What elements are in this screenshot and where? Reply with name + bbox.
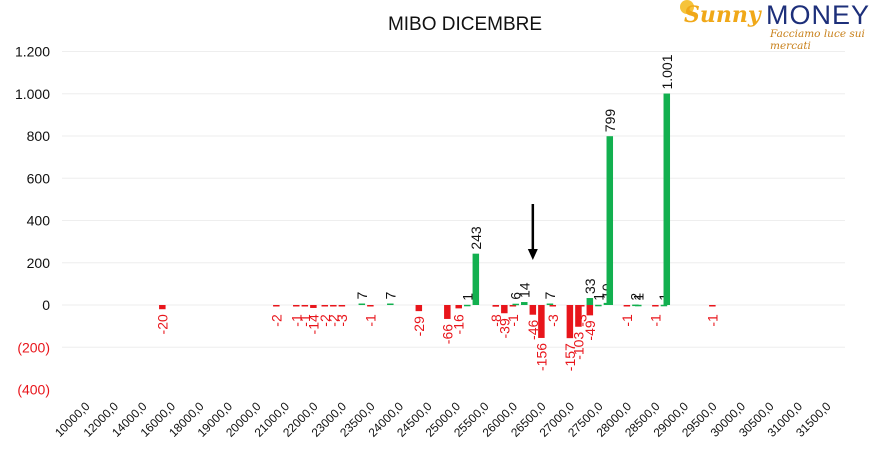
bar-negative [501, 305, 508, 314]
data-label: 7 [542, 292, 558, 300]
y-tick-label: 0 [42, 297, 50, 313]
bar-negative [338, 305, 346, 307]
y-tick-label: (400) [17, 382, 50, 398]
bar-negative [566, 305, 574, 339]
data-label: 1 [459, 293, 475, 301]
data-label: -1 [647, 314, 663, 327]
data-label: 1.001 [659, 54, 675, 89]
y-tick-label: 200 [27, 255, 51, 271]
data-label: -2 [317, 314, 333, 327]
bar-negative [330, 305, 337, 307]
data-label: -156 [533, 343, 549, 371]
bar-negative [586, 305, 594, 316]
data-label: -29 [411, 316, 427, 336]
data-label: -3 [334, 314, 350, 327]
logo-brand: Sunny [684, 2, 761, 28]
bar-negative [492, 305, 500, 307]
y-tick-label: (200) [17, 339, 50, 355]
y-tick-label: 800 [27, 128, 51, 144]
bar-negative [301, 305, 309, 307]
bar-positive [660, 304, 668, 307]
bar-negative [529, 305, 537, 315]
data-label: -49 [582, 320, 598, 340]
data-label: -103 [570, 332, 586, 360]
data-label: 33 [582, 278, 598, 294]
data-label: 6 [508, 292, 524, 300]
data-label: -20 [154, 314, 170, 334]
bar-positive [472, 253, 480, 305]
bar-negative [623, 305, 631, 307]
logo-tagline: Facciamo luce sui mercati [770, 28, 865, 52]
data-label: 799 [602, 109, 618, 133]
y-tick-label: 1.000 [15, 86, 50, 102]
y-tick-label: 1.200 [15, 44, 50, 60]
bar-negative [578, 305, 585, 307]
data-label: 7 [382, 292, 398, 300]
data-label: -1 [619, 314, 635, 327]
sun-icon [680, 0, 694, 14]
annotation-arrow-head [527, 249, 538, 260]
bar-negative [509, 305, 517, 307]
bar-positive [546, 303, 554, 306]
data-label: -1 [505, 314, 521, 327]
data-label: -3 [545, 314, 561, 327]
chart-title: MIBO DICEMBRE [387, 14, 543, 35]
data-label: -46 [525, 320, 541, 340]
bar-positive [606, 136, 614, 305]
bar-negative [273, 305, 280, 307]
data-label: -3 [573, 314, 589, 327]
data-label: -157 [562, 343, 578, 371]
bar-positive [387, 303, 394, 306]
data-label: -2 [268, 314, 284, 327]
data-label: 2 [627, 293, 643, 301]
data-label: -1 [297, 314, 313, 327]
bar-negative [159, 305, 166, 310]
bar-negative [367, 305, 374, 307]
bar-positive [595, 304, 602, 307]
bar-negative [415, 305, 423, 312]
data-label: -1 [362, 314, 378, 327]
data-label: 1 [590, 293, 606, 301]
sunny-money-logo: Sunny MONEY Facciamo luce sui mercati [680, 0, 885, 52]
data-label: -1 [704, 314, 720, 327]
data-label: 7 [354, 292, 370, 300]
data-label: 243 [468, 226, 484, 250]
data-label: -66 [439, 324, 455, 344]
bar-negative [444, 305, 451, 319]
data-label: -1 [288, 314, 304, 327]
bar-positive [521, 302, 528, 305]
data-label: -8 [488, 314, 504, 327]
data-label: 14 [516, 282, 532, 298]
bar-negative [709, 305, 716, 307]
bar-negative [321, 305, 329, 307]
bar-negative [455, 305, 462, 309]
bar-negative [549, 305, 557, 307]
bar-negative [538, 305, 545, 338]
bar-positive [586, 298, 594, 305]
y-tick-label: 600 [27, 170, 51, 186]
data-label: -16 [451, 314, 467, 334]
data-label: -2 [325, 314, 341, 327]
bar-negative [652, 305, 659, 307]
bar-negative [293, 305, 300, 307]
data-label: 1 [630, 293, 646, 301]
bar-positive [512, 303, 519, 306]
bar-positive [663, 93, 671, 305]
bar-positive [635, 304, 642, 307]
y-tick-label: 400 [27, 213, 51, 229]
bar-negative [575, 305, 582, 327]
bar-positive [464, 304, 471, 307]
bar-negative [310, 305, 317, 308]
logo-money: MONEY [766, 0, 871, 30]
bar-positive [358, 303, 366, 306]
data-label: -39 [496, 318, 512, 338]
data-label: -14 [305, 314, 321, 334]
